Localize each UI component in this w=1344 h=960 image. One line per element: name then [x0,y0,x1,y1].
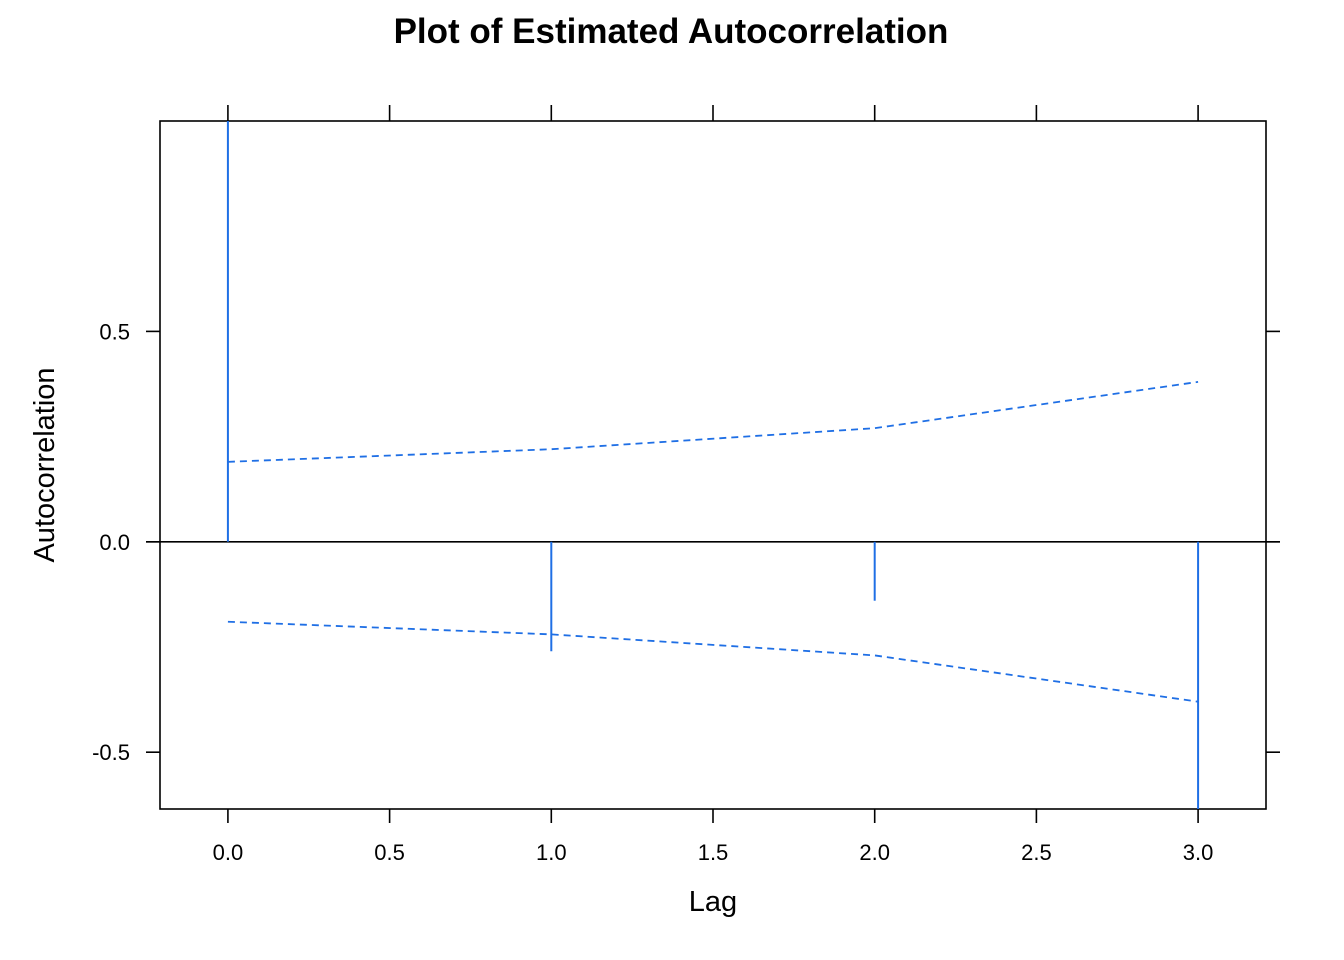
x-axis-top [227,105,1199,121]
upper-confidence-bound [227,381,1199,463]
y-tick-label: 0.0 [99,530,130,555]
x-tick-label: 2.5 [1021,840,1052,865]
x-tick-label: 0.5 [374,840,405,865]
x-tick-label: 1.5 [698,840,729,865]
x-tick-label: 0.0 [213,840,244,865]
lower-confidence-bound [227,620,1199,703]
y-tick-label: 0.5 [99,319,130,344]
x-tick-label: 3.0 [1183,840,1214,865]
y-axis-label: Autocorrelation [29,367,61,562]
y-axis-left: -0.5 0.0 0.5 [92,319,160,765]
x-axis-bottom: 0.0 0.5 1.0 1.5 2.0 2.5 3.0 [213,809,1214,865]
y-tick-label: -0.5 [92,740,130,765]
x-tick-label: 1.0 [536,840,567,865]
x-axis-label: Lag [689,886,737,918]
acf-bars [226,121,1200,809]
x-tick-label: 2.0 [859,840,890,865]
plot-frame [159,120,1267,810]
chart-title: Plot of Estimated Autocorrelation [394,12,949,51]
